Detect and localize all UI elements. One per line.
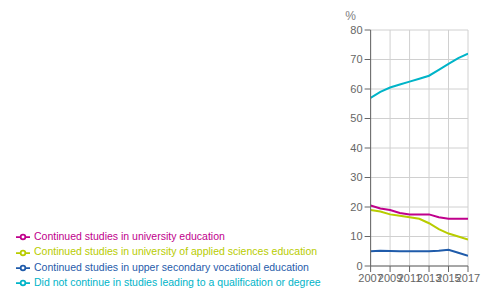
html-text:Continued studies in universit: Continued studies in university of appli…: [34, 245, 318, 258]
svg-text:0: 0: [356, 260, 362, 272]
svg-text:10: 10: [350, 230, 362, 242]
svg-text:2015: 2015: [436, 271, 461, 284]
svg-text:30: 30: [350, 171, 362, 183]
svg-text:40: 40: [350, 142, 362, 154]
svg-text:2017: 2017: [456, 272, 480, 284]
html-text:Continued studies in universit: Continued studies in university educatio…: [34, 230, 225, 243]
html-text:Did not continue in studies le: Did not continue in studies leading to a…: [34, 275, 321, 288]
svg-text:2009: 2009: [377, 271, 403, 284]
svg-text:2013: 2013: [416, 271, 442, 284]
svg-text:%: %: [345, 9, 356, 23]
svg-text:60: 60: [350, 83, 362, 95]
svg-text:80: 80: [350, 24, 362, 36]
svg-text:2011: 2011: [397, 271, 422, 284]
html-text:Continued studies in upper sec: Continued studies in upper secondary voc…: [34, 260, 309, 273]
svg-text:20: 20: [350, 201, 362, 213]
svg-text:70: 70: [350, 53, 362, 65]
svg-text:50: 50: [350, 112, 362, 124]
svg-text:2007: 2007: [358, 271, 383, 284]
